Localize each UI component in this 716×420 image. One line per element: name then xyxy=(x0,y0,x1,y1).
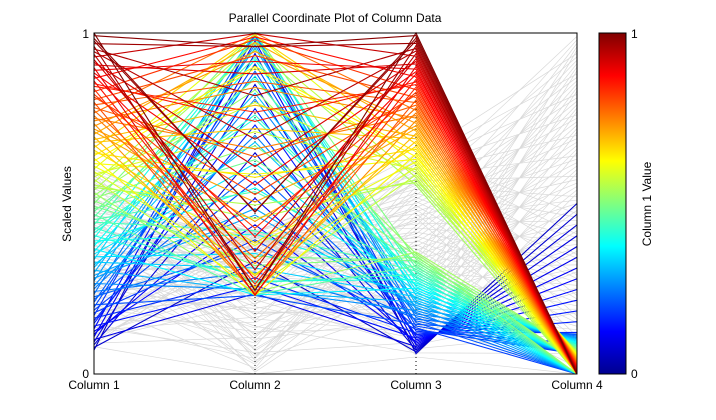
data-line xyxy=(93,132,578,360)
background-line xyxy=(93,179,578,365)
data-line xyxy=(93,166,578,365)
data-line xyxy=(93,269,578,375)
data-line xyxy=(93,98,578,375)
data-line xyxy=(93,36,578,375)
colorbar-max-label: 1 xyxy=(631,27,638,41)
data-line xyxy=(93,65,578,366)
background-line xyxy=(93,49,578,327)
data-line xyxy=(93,83,578,350)
data-line xyxy=(93,44,578,375)
background-line xyxy=(93,134,578,322)
highlight-lines xyxy=(93,31,578,375)
data-line xyxy=(93,161,578,375)
data-line xyxy=(93,192,578,352)
background-line xyxy=(93,222,578,344)
data-line xyxy=(93,104,578,367)
x-tick-label-column-4: Column 4 xyxy=(551,378,603,392)
x-tick-label-column-2: Column 2 xyxy=(229,378,281,392)
x-tick-label-column-3: Column 3 xyxy=(390,378,442,392)
background-line xyxy=(93,66,578,296)
y-tick-label-min: 0 xyxy=(82,367,89,381)
data-line xyxy=(93,49,578,375)
data-line xyxy=(93,153,578,375)
data-line xyxy=(93,42,578,374)
data-line xyxy=(93,261,578,375)
data-line xyxy=(93,246,578,348)
background-line xyxy=(93,271,578,337)
data-line xyxy=(93,174,578,364)
data-line xyxy=(93,213,578,375)
colorbar-gradient xyxy=(599,33,626,374)
data-line xyxy=(93,125,578,361)
data-line xyxy=(93,239,578,355)
background-line xyxy=(93,56,578,359)
data-line xyxy=(93,36,578,375)
data-line xyxy=(93,213,578,353)
background-line xyxy=(93,346,578,375)
x-tick-label-column-1: Column 1 xyxy=(68,378,120,392)
chart-title: Parallel Coordinate Plot of Column Data xyxy=(229,11,442,25)
colorbar-min-label: 0 xyxy=(631,367,638,381)
data-line xyxy=(93,37,578,375)
data-line xyxy=(93,117,578,346)
data-line xyxy=(93,89,578,363)
data-line xyxy=(93,127,578,368)
background-line xyxy=(93,121,578,287)
data-line xyxy=(93,60,578,375)
y-tick-label-max: 1 xyxy=(82,27,89,41)
data-line xyxy=(93,42,578,375)
data-line xyxy=(93,83,578,375)
data-line xyxy=(93,205,578,375)
y-axis-label: Scaled Values xyxy=(60,166,74,242)
background-line xyxy=(93,83,578,373)
data-line xyxy=(93,180,578,375)
background-line xyxy=(93,36,578,342)
data-line xyxy=(93,31,578,375)
data-line xyxy=(93,65,578,372)
data-line xyxy=(93,99,578,375)
background-line xyxy=(93,141,578,243)
background-line xyxy=(93,104,578,329)
data-line xyxy=(93,145,578,375)
colorbar: 1 0 Column 1 Value xyxy=(598,27,654,381)
data-line xyxy=(93,34,578,366)
data-line xyxy=(93,187,578,360)
data-line xyxy=(93,50,578,375)
data-line xyxy=(93,106,578,375)
colorbar-label: Column 1 Value xyxy=(640,161,654,246)
data-line xyxy=(93,128,578,375)
data-line xyxy=(93,50,578,373)
colorbar-frame xyxy=(598,32,627,375)
background-line xyxy=(93,264,578,354)
data-line xyxy=(93,57,578,373)
plot-frame xyxy=(93,32,578,375)
data-line xyxy=(93,145,578,375)
data-line xyxy=(93,131,578,375)
data-line xyxy=(93,114,578,375)
data-line xyxy=(93,32,578,362)
data-line xyxy=(93,60,578,375)
data-line xyxy=(93,294,578,335)
